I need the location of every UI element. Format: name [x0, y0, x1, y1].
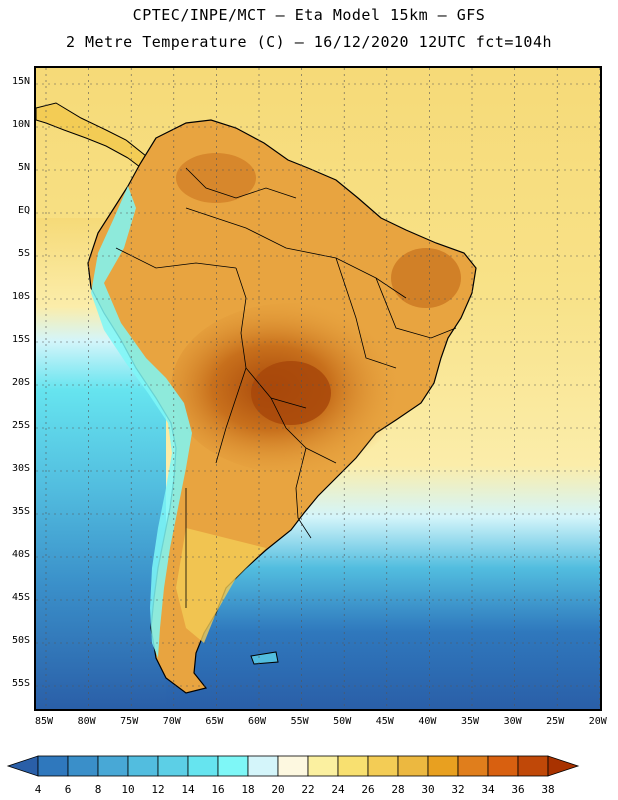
colorbar-tick-label: 32 [451, 783, 465, 796]
longitude-label: 25W [546, 716, 565, 727]
colorbar-segment [337, 755, 369, 777]
border-argentina-uruguay [295, 447, 312, 539]
longitude-label: 70W [162, 716, 181, 727]
falkland-islands [250, 651, 279, 665]
longitude-label: 85W [34, 716, 54, 727]
colorbar-tick-label: 30 [421, 783, 435, 796]
colorbar-segment [37, 755, 69, 777]
northeast-hot-spot [391, 248, 461, 308]
latitude-label: 5S [17, 248, 30, 259]
colorbar-tick-label: 20 [271, 783, 285, 796]
latitude-label: 50S [11, 635, 30, 646]
colorbar-tick-label: 28 [391, 783, 405, 796]
longitude-label: 35W [460, 716, 480, 727]
latitude-label: 15N [11, 76, 30, 87]
colorbar-segment [307, 755, 339, 777]
colorbar-tick-label: 14 [181, 783, 195, 796]
latitude-label: 30S [11, 463, 30, 474]
colorbar-tick-label: 8 [94, 783, 102, 796]
latitude-label: 35S [11, 506, 30, 517]
temperature-colorbar [6, 755, 580, 777]
border-brazil-states-2 [375, 277, 457, 339]
longitude-label: 75W [120, 716, 139, 727]
colorbar-segment [247, 755, 279, 777]
colorbar-segment [397, 755, 429, 777]
latitude-label: 45S [11, 592, 30, 603]
longitude-label: 30W [503, 716, 522, 727]
longitude-label: 55W [290, 716, 309, 727]
latitude-label: EQ [17, 205, 30, 216]
border-venezuela [185, 167, 297, 199]
andes-cold-strip [91, 186, 192, 658]
north-hot-spot [176, 153, 256, 203]
border-peru-brazil [235, 267, 307, 409]
temperature-map [34, 66, 602, 711]
latitude-label: 55S [11, 678, 30, 689]
colorbar-tick-label: 6 [64, 783, 72, 796]
longitude-label: 20W [588, 716, 607, 727]
border-brazil-states-1 [335, 257, 397, 369]
latitude-label: 10S [11, 291, 30, 302]
longitude-label: 40W [418, 716, 437, 727]
colorbar-segment [67, 755, 99, 777]
colorbar-min-arrow [6, 755, 39, 777]
longitude-label: 45W [375, 716, 394, 727]
colorbar-tick-label: 18 [241, 783, 255, 796]
colorbar-tick-label: 22 [301, 783, 315, 796]
colorbar-tick-label: 10 [121, 783, 135, 796]
longitude-label: 65W [205, 716, 224, 727]
colorbar-segment [277, 755, 309, 777]
colorbar-tick-label: 4 [34, 783, 42, 796]
map-canvas [36, 68, 600, 709]
colorbar-segment [217, 755, 249, 777]
latitude-label: 25S [11, 420, 30, 431]
colorbar-segment [517, 755, 549, 777]
colorbar-max-arrow [547, 755, 580, 777]
colorbar-tick-label: 26 [361, 783, 375, 796]
border-paraguay [270, 397, 337, 464]
colorbar-segment [367, 755, 399, 777]
longitude-label: 50W [333, 716, 352, 727]
graticule [36, 68, 600, 709]
colorbar-tick-label: 24 [331, 783, 345, 796]
longitude-label: 60W [247, 716, 267, 727]
latitude-label: 5N [17, 162, 30, 173]
colorbar-segment [187, 755, 219, 777]
colorbar-segment [157, 755, 189, 777]
colorbar-tick-label: 38 [541, 783, 555, 796]
map-title-line1: CPTEC/INPE/MCT — Eta Model 15km — GFS [132, 6, 486, 24]
hottest-core [251, 361, 331, 425]
colorbar-segment [427, 755, 459, 777]
latitude-label: 40S [11, 549, 30, 560]
border-colombia-ecuador-peru [115, 247, 237, 269]
colorbar-segment [97, 755, 129, 777]
country-borders [115, 167, 457, 608]
colorbar-tick-label: 16 [211, 783, 225, 796]
longitude-label: 80W [77, 716, 96, 727]
colorbar-tick-label: 12 [151, 783, 165, 796]
border-amazon-north [185, 207, 407, 299]
latitude-label: 20S [11, 377, 30, 388]
colorbar-segment [487, 755, 519, 777]
colorbar-segment [457, 755, 489, 777]
colorbar-tick-label: 34 [481, 783, 495, 796]
map-title-line2: 2 Metre Temperature (C) — 16/12/2020 12U… [65, 33, 553, 51]
colorbar-segment [127, 755, 159, 777]
latitude-label: 10N [11, 119, 30, 130]
colorbar-tick-label: 36 [511, 783, 525, 796]
border-bolivia-chile [215, 367, 247, 464]
latitude-label: 15S [11, 334, 30, 345]
